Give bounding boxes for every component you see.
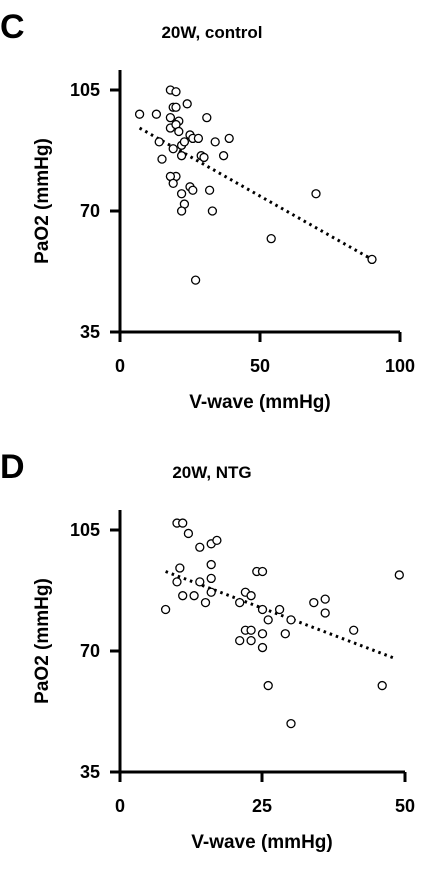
scatter-points-d [160,518,404,729]
x-tick-label-d-50: 50 [395,796,415,816]
data-point-c-36 [176,206,187,216]
data-point-d-34 [235,635,245,646]
data-point-c-20 [210,137,220,147]
data-point-d-37 [263,680,273,691]
panel-letter-d: D [0,448,25,486]
data-point-d-28 [286,615,296,625]
x-tick-label-c-50: 50 [250,356,270,376]
data-point-d-31 [257,629,268,639]
data-point-c-0 [134,109,145,119]
data-point-c-17 [168,144,178,154]
trend-line-d [165,570,395,660]
data-point-d-20 [235,597,245,608]
data-point-c-7 [165,113,176,123]
x-axis-label-c: V-wave (mmHg) [189,392,330,413]
data-point-d-26 [320,608,330,618]
data-point-c-16 [154,137,164,147]
chart-panel-c: C 20W, control 105 70 35 0 50 100 V-wave… [0,8,415,413]
data-point-c-6 [171,102,181,112]
data-point-d-6 [175,563,185,573]
data-point-d-36 [257,642,268,653]
data-point-c-33 [204,185,215,195]
data-point-c-26 [176,151,187,161]
trend-line-c [138,126,373,261]
data-point-d-10 [172,577,182,587]
panel-letter-c: C [0,8,25,46]
data-point-d-24 [309,597,319,608]
data-point-c-19 [179,137,190,147]
chart-title-d: 20W, NTG [172,463,251,482]
data-point-d-38 [377,680,387,691]
data-point-c-39 [367,254,377,265]
data-point-d-1 [178,518,188,528]
x-tick-label-d-0: 0 [115,796,125,816]
data-point-c-3 [171,87,181,97]
data-point-d-15 [246,591,256,601]
data-point-c-38 [266,234,276,244]
y-tick-label-d-105: 105 [70,520,100,540]
x-tick-label-c-100: 100 [385,356,415,376]
scatter-points-c [134,85,377,285]
data-point-d-23 [274,604,285,615]
y-tick-label-d-35: 35 [80,762,100,782]
data-point-d-5 [212,535,222,546]
data-point-c-23 [199,152,209,163]
data-point-c-29 [168,178,178,188]
data-point-c-40 [190,275,201,285]
data-point-c-4 [182,99,192,109]
data-point-d-21 [160,604,171,615]
data-point-c-15 [193,133,204,144]
x-axis-label-d: V-wave (mmHg) [191,832,332,853]
y-tick-label-c-35: 35 [80,322,100,342]
chart-title-c: 20W, control [161,23,262,42]
data-point-c-32 [176,189,187,199]
data-point-d-30 [246,625,256,635]
data-point-d-9 [257,566,268,577]
data-point-d-13 [394,570,404,580]
data-point-d-3 [195,542,205,552]
data-point-c-1 [151,109,162,119]
data-point-d-25 [320,594,330,604]
data-point-d-7 [206,559,216,570]
x-tick-label-d-25: 25 [252,796,272,816]
data-point-d-39 [286,718,296,729]
data-point-c-34 [311,189,321,199]
data-point-d-11 [195,577,205,587]
y-tick-label-c-70: 70 [80,201,100,221]
y-axis-label-c: PaO2 (mmHg) [32,138,53,264]
data-point-c-31 [188,185,198,195]
data-point-d-17 [189,591,199,601]
data-point-d-12 [206,573,216,584]
data-point-c-9 [202,113,212,123]
data-point-d-22 [257,604,268,615]
y-tick-label-c-105: 105 [70,80,100,100]
data-point-c-25 [157,154,167,164]
data-point-d-35 [246,635,256,646]
data-point-d-16 [178,591,188,601]
data-point-d-19 [200,597,211,608]
chart-panel-d: D 20W, NTG 105 70 35 0 25 50 V-wave (mmH… [0,448,415,853]
data-point-d-27 [263,615,273,625]
data-point-d-32 [280,629,290,639]
data-point-d-18 [206,587,216,597]
data-point-c-24 [218,151,229,161]
data-point-c-37 [207,206,218,216]
x-tick-label-c-0: 0 [115,356,125,376]
y-tick-label-d-70: 70 [80,641,100,661]
y-axis-label-d: PaO2 (mmHg) [32,578,53,704]
data-point-d-2 [183,528,194,539]
data-point-c-21 [224,133,234,144]
data-point-c-12 [174,126,184,137]
data-point-d-33 [349,625,359,635]
